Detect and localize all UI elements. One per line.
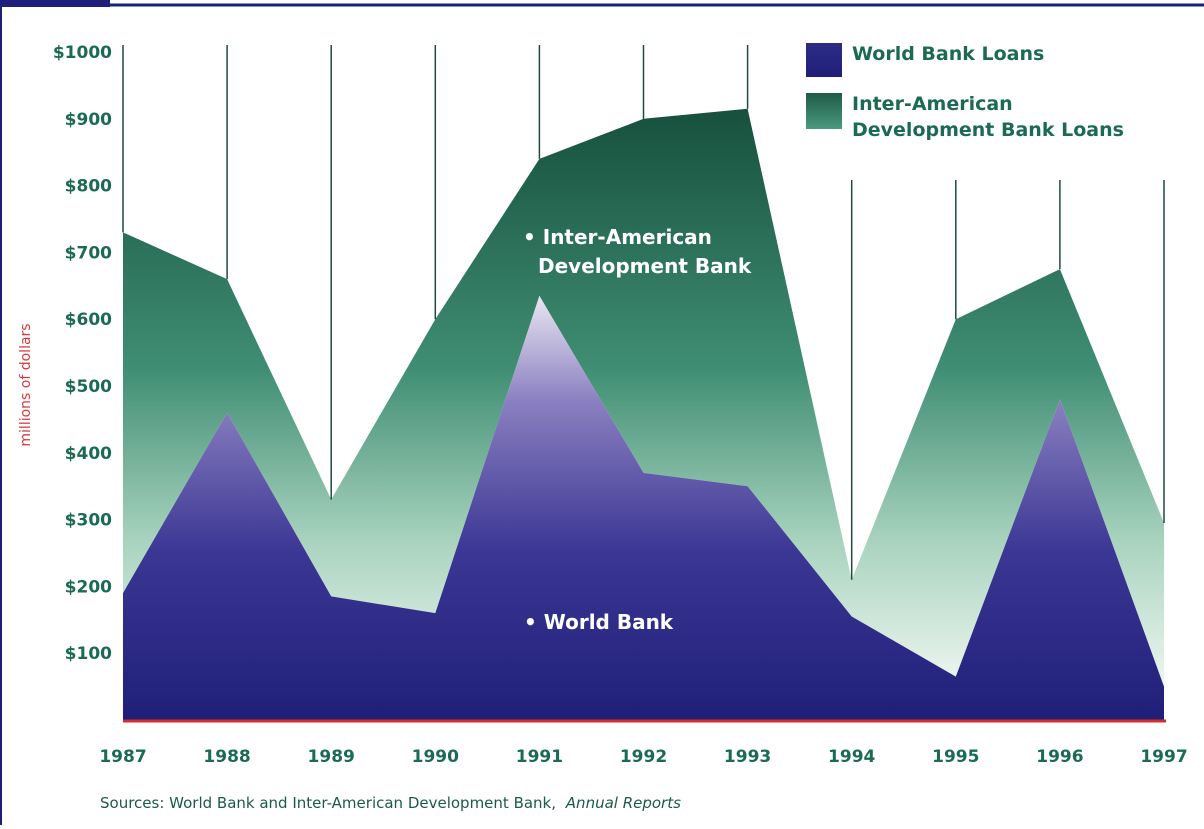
legend-label-iadb-line2: Development Bank Loans: [852, 119, 1124, 141]
legend-swatch-iadb: [806, 93, 842, 129]
legend-label-world-bank: World Bank Loans: [852, 43, 1044, 65]
y-tick-label: $200: [65, 577, 112, 597]
x-tick-label: 1990: [412, 747, 459, 767]
x-tick-label: 1995: [932, 747, 979, 767]
x-tick-label: 1988: [203, 747, 250, 767]
annotation-world-bank: • World Bank: [524, 610, 674, 634]
legend-label-iadb-line1: Inter-American: [852, 93, 1013, 115]
annotation-iadb-line1: • Inter-American: [523, 225, 712, 249]
x-tick-label: 1994: [828, 747, 875, 767]
series-area-world-bank: [123, 295, 1164, 720]
x-tick-label: 1996: [1036, 747, 1083, 767]
plot-area: [122, 45, 1166, 723]
series-area-iadb: [123, 108, 1164, 687]
legend: World Bank Loans Inter-American Developm…: [806, 43, 1124, 141]
y-tick-label: $100: [65, 644, 112, 664]
y-tick-label: $600: [65, 310, 112, 330]
y-tick-label: $900: [65, 110, 112, 130]
x-tick-label: 1991: [516, 747, 563, 767]
y-tick-label: $400: [65, 444, 112, 464]
annotation-iadb-line2: Development Bank: [538, 254, 752, 278]
x-tick-label: 1992: [620, 747, 667, 767]
x-tick-label: 1989: [308, 747, 355, 767]
y-axis-label: millions of dollars: [18, 323, 34, 446]
source-prefix: Sources: World Bank and Inter-American D…: [100, 794, 556, 812]
legend-label-iadb: Inter-American Development Bank Loans: [852, 93, 1124, 141]
y-axis: $100 $200 $300 $400 $500 $600 $700 $800 $900 $100…: [53, 43, 112, 664]
x-tick-label: 1993: [724, 747, 771, 767]
x-tick-label: 1987: [99, 747, 146, 767]
y-tick-label: $500: [65, 377, 112, 397]
y-tick-label: $300: [65, 511, 112, 531]
y-tick-label: $800: [65, 177, 112, 197]
y-tick-label: $1000: [53, 43, 112, 63]
x-axis: 1987 1988 1989 1990 1991 1992 1993 1994 1995 1996…: [99, 747, 1187, 767]
y-tick-label: $700: [65, 243, 112, 263]
x-tick-label: 1997: [1140, 747, 1187, 767]
top-border-block: [0, 0, 110, 7]
legend-swatch-world-bank: [806, 43, 842, 77]
source-note: Sources: World Bank and Inter-American D…: [100, 794, 681, 812]
source-italic: Annual Reports: [565, 794, 681, 812]
